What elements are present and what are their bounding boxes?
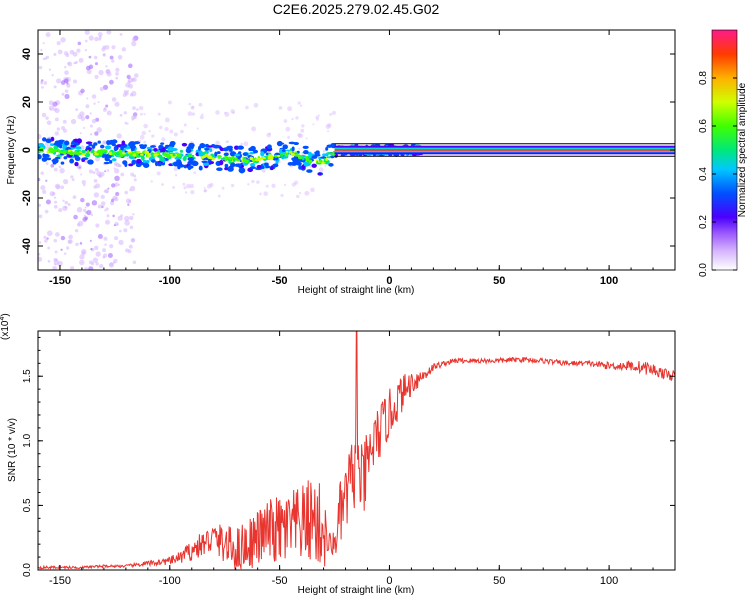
colorbar-tick-label: 0.8 (698, 71, 709, 85)
spectrogram-x-tick-label: -100 (159, 275, 181, 287)
snr-x-tick-label: 100 (600, 575, 618, 587)
spectrogram-y-tick-label: -40 (21, 238, 33, 254)
spectrogram-y-tick-label: 0 (21, 147, 33, 153)
snr-y-tick-label: 0.0 (22, 563, 33, 577)
snr-x-label: Height of straight line (km) (298, 585, 415, 596)
spectrogram-carrier-line (334, 143, 675, 157)
spectrogram-x-tick-label: 0 (386, 275, 392, 287)
colorbar-tick-label: 0.4 (698, 167, 709, 181)
snr-frame (37, 330, 676, 571)
spectrogram-x-tick-label: -150 (49, 275, 71, 287)
colorbar-label: Normalized spectral amplitude (737, 82, 748, 217)
snr-y-tick-label: 1.5 (22, 369, 33, 383)
spectrogram-x-tick-label: 100 (600, 275, 618, 287)
spectrogram-y-label: Frequency (Hz) (6, 116, 17, 185)
spectrogram-y-tick-label: -20 (21, 190, 33, 206)
snr-series-line (38, 331, 675, 570)
snr-y-tick-label: 1.0 (22, 433, 33, 447)
colorbar: 0.0 0.2 0.4 0.6 0.8 Normalized spectral ampl… (698, 29, 748, 277)
snr-y-label: SNR (10 * v/v) (7, 418, 18, 482)
colorbar-tick-label: 0.2 (698, 215, 709, 229)
spectrogram-x-tick-label: -50 (272, 275, 288, 287)
spectrogram-frame (37, 29, 676, 271)
spectrogram-plot: -150 -100 -50 0 50 100 -40 -20 0 20 40 Height of s… (6, 29, 676, 296)
colorbar-tick-label: 0.0 (698, 263, 709, 277)
spectrogram-x-tick-label: 50 (493, 275, 505, 287)
snr-x-tick-label: 0 (386, 575, 392, 587)
snr-plot: -150 -100 -50 0 50 100 0.0 0.5 1.0 1.5 Height of … (0, 313, 676, 596)
snr-scale-label: (x104) (0, 313, 11, 340)
snr-x-tick-label: -50 (272, 575, 288, 587)
colorbar-tick-label: 0.6 (698, 119, 709, 133)
snr-y-tick-label: 0.5 (22, 498, 33, 512)
chart-title: C2E6.2025.279.02.45.G02 (273, 1, 440, 17)
snr-x-tick-label: -150 (49, 575, 71, 587)
snr-x-tick-label: -100 (159, 575, 181, 587)
snr-x-tick-label: 50 (493, 575, 505, 587)
spectrogram-x-label: Height of straight line (km) (298, 285, 415, 296)
colorbar-gradient (711, 29, 738, 271)
spectrogram-y-tick-label: 40 (21, 48, 33, 60)
spectrogram-y-tick-label: 20 (21, 96, 33, 108)
